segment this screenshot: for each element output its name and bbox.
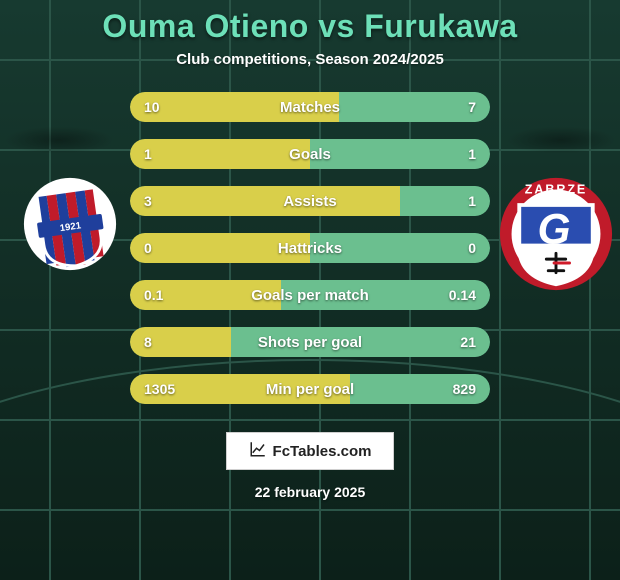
stat-label: Shots per goal (210, 334, 410, 351)
stat-value-left: 0 (130, 240, 210, 256)
stat-value-right: 1 (410, 193, 490, 209)
stat-value-left: 0.1 (130, 287, 210, 303)
stat-row: 10Matches7 (130, 92, 490, 122)
subtitle: Club competitions, Season 2024/2025 (176, 51, 444, 68)
stat-row: 8Shots per goal21 (130, 327, 490, 357)
club-badge-right: ZABRZE G (498, 176, 614, 292)
brand-badge: FcTables.com (226, 432, 395, 470)
stat-label: Hattricks (210, 240, 410, 257)
stat-value-left: 1305 (130, 381, 210, 397)
badge-right-letter: G (538, 206, 571, 254)
stat-row: 1305Min per goal829 (130, 374, 490, 404)
page-title: Ouma Otieno vs Furukawa (102, 8, 517, 45)
stat-value-left: 1 (130, 146, 210, 162)
stat-value-right: 21 (410, 334, 490, 350)
footer-date: 22 february 2025 (255, 484, 366, 500)
stat-value-left: 3 (130, 193, 210, 209)
stat-value-right: 829 (410, 381, 490, 397)
stat-value-right: 0 (410, 240, 490, 256)
stat-value-left: 10 (130, 99, 210, 115)
stat-row: 3Assists1 (130, 186, 490, 216)
stat-label: Matches (210, 99, 410, 116)
stat-value-left: 8 (130, 334, 210, 350)
stats-list: 10Matches71Goals13Assists10Hattricks00.1… (130, 92, 490, 404)
brand-text: FcTables.com (273, 443, 372, 460)
stat-label: Min per goal (210, 381, 410, 398)
stat-value-right: 0.14 (410, 287, 490, 303)
club-badge-left: 1921 (22, 176, 118, 272)
stat-label: Goals (210, 146, 410, 163)
chart-icon (249, 440, 267, 462)
stat-value-right: 1 (410, 146, 490, 162)
stat-row: 0Hattricks0 (130, 233, 490, 263)
stat-row: 1Goals1 (130, 139, 490, 169)
stat-row: 0.1Goals per match0.14 (130, 280, 490, 310)
stat-label: Assists (210, 193, 410, 210)
stat-value-right: 7 (410, 99, 490, 115)
stat-label: Goals per match (210, 287, 410, 304)
